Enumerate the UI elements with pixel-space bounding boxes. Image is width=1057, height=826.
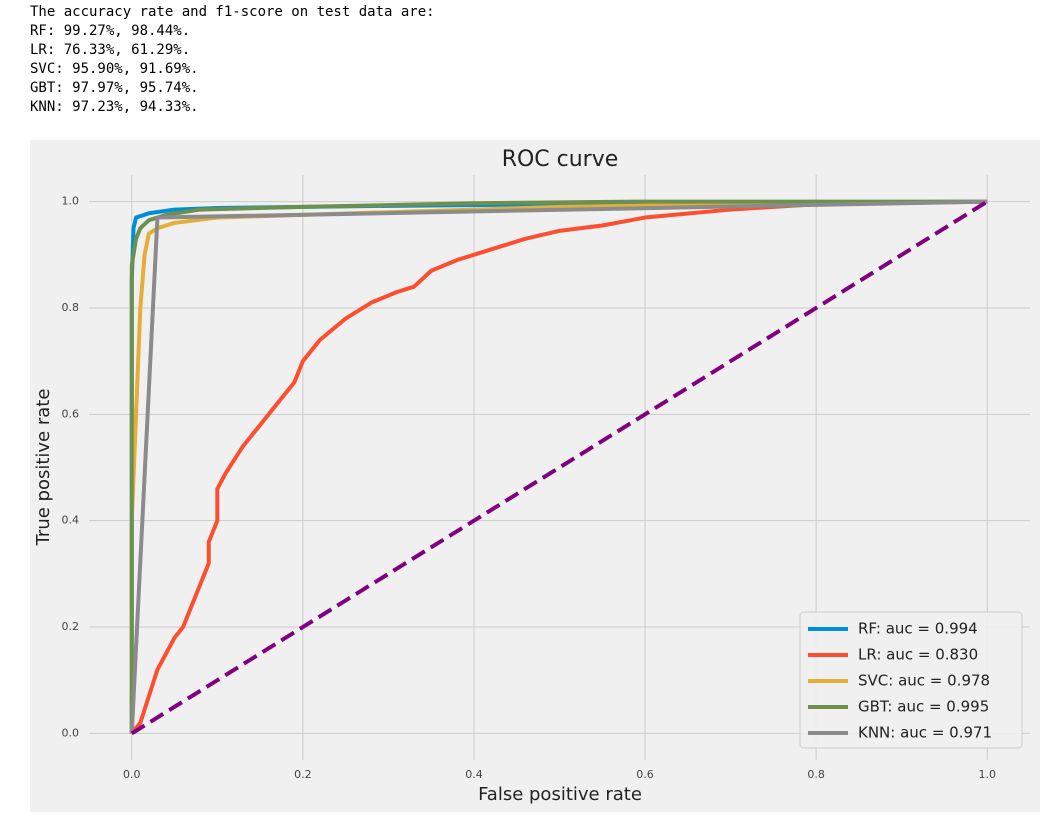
reference-line [130,199,989,736]
x-tick-label: 0.0 [123,768,141,781]
output-line: LR: 76.33%, 61.29%. [30,42,190,58]
y-axis-label: True positive rate [33,389,54,547]
y-tick-label: 0.6 [62,407,80,420]
y-tick-label: 0.2 [62,620,80,633]
roc-line [129,199,988,734]
x-tick-label: 0.2 [294,768,312,781]
y-tick-label: 0.8 [62,301,80,314]
output-line: SVC: 95.90%, 91.69%. [30,61,199,77]
output-line: The accuracy rate and f1-score on test d… [30,4,435,20]
output-line: KNN: 97.23%, 94.33%. [30,99,199,115]
output-line: RF: 99.27%, 98.44%. [30,23,190,39]
legend-label: RF: auc = 0.994 [858,620,978,638]
x-tick-label: 0.4 [465,768,483,781]
y-tick-label: 0.4 [62,514,80,527]
x-tick-label: 1.0 [978,768,996,781]
roc-line [129,199,988,734]
legend-label: KNN: auc = 0.971 [858,724,992,742]
legend-label: SVC: auc = 0.978 [858,672,990,690]
output-line: GBT: 97.97%, 95.74%. [30,80,199,96]
roc-line [129,199,988,734]
roc-line [130,199,988,735]
legend-label: GBT: auc = 0.995 [858,698,989,716]
y-tick-label: 1.0 [62,195,80,208]
chart-title: ROC curve [502,147,619,172]
x-tick-label: 0.8 [807,768,825,781]
x-tick-label: 0.6 [636,768,654,781]
legend-box [799,611,1023,749]
plot-area: 0.0 0.2 0.4 0.6 0.8 1.0 0.0 0.2 0.4 0.6 0.8 1.0 RF: … [62,175,1030,781]
y-tick-label: 0.0 [62,726,80,739]
x-axis-label: False positive rate [478,784,642,805]
legend-label: LR: auc = 0.830 [858,646,978,664]
